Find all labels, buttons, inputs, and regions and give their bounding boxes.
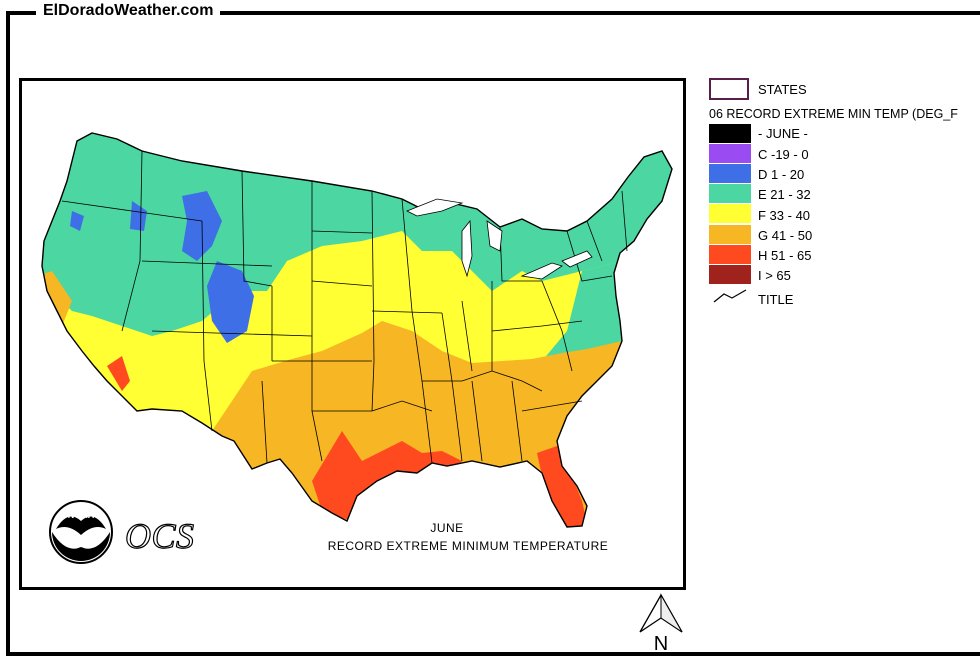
legend-swatch-1 (709, 144, 751, 163)
states-swatch (709, 78, 749, 100)
legend-layer-title: 06 RECORD EXTREME MIN TEMP (DEG_F (709, 107, 958, 121)
legend-label-5: G 41 - 50 (758, 228, 813, 243)
legend-states-label: STATES (758, 82, 807, 97)
page-frame (6, 11, 980, 656)
north-arrow-icon: N (639, 593, 683, 655)
legend-swatch-5 (709, 225, 751, 244)
legend-swatch-2 (709, 164, 751, 183)
legend-label-0: - JUNE - (758, 126, 808, 141)
legend-swatch-7 (709, 265, 751, 284)
noaa-logo: NOAA (49, 500, 113, 564)
ocs-logo: OCS (124, 515, 195, 556)
caption-title: RECORD EXTREME MINIMUM TEMPERATURE (327, 539, 609, 553)
legend-swatch-4 (709, 204, 751, 223)
legend-label-7: I > 65 (758, 268, 791, 283)
legend: STATES 06 RECORD EXTREME MIN TEMP (DEG_F… (706, 76, 980, 316)
legend-swatch-3 (709, 184, 751, 203)
noaa-text: NOAA (68, 510, 95, 520)
legend-swatch-0 (709, 124, 751, 143)
legend-label-6: H 51 - 65 (758, 248, 812, 263)
legend-label-4: F 33 - 40 (758, 208, 811, 223)
legend-label-3: E 21 - 32 (758, 187, 811, 202)
map-panel: NOAA OCS JUNE RECORD EXTREME MINIMUM TEM… (19, 78, 686, 590)
state-borders (41, 132, 673, 528)
legend-swatch-6 (709, 245, 751, 264)
title-line-icon (713, 289, 747, 303)
caption-month: JUNE (430, 521, 464, 535)
legend-label-2: D 1 - 20 (758, 167, 805, 182)
temperature-zones (42, 133, 672, 527)
great-lakes (406, 198, 593, 280)
site-title: ElDoradoWeather.com (36, 2, 221, 20)
legend-title-label: TITLE (758, 292, 794, 307)
north-label: N (654, 633, 668, 655)
us-map (41, 132, 673, 528)
legend-label-1: C -19 - 0 (758, 147, 809, 162)
